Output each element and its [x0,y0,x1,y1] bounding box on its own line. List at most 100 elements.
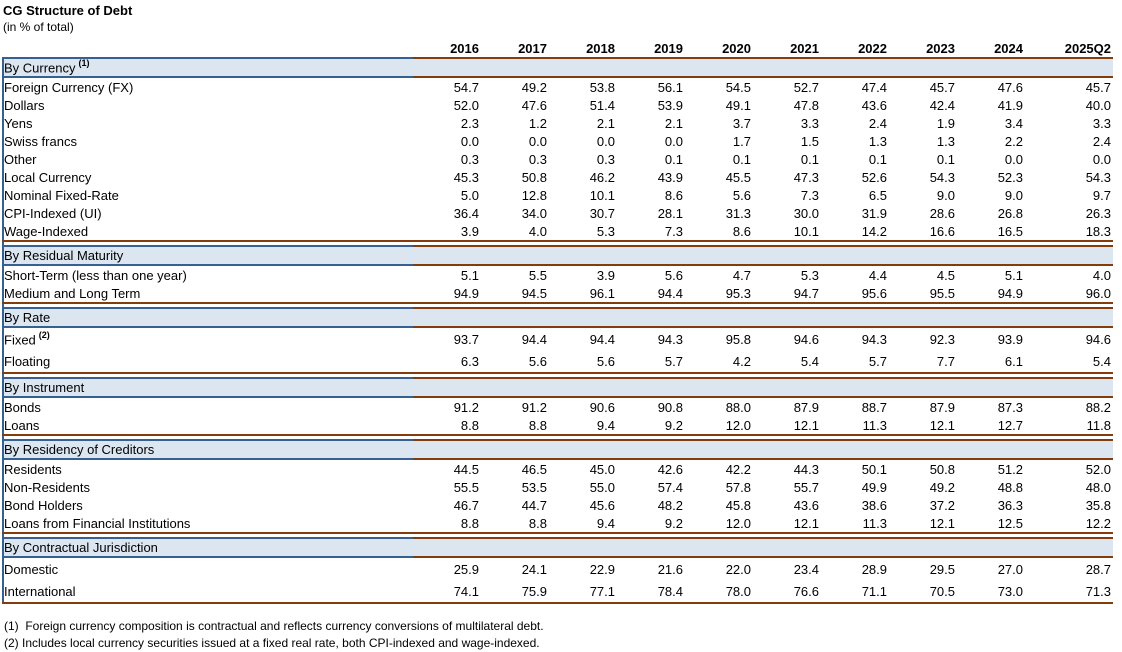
value-cell: 5.5 [528,267,547,283]
value-cell: 12.2 [1025,514,1113,534]
value-cell: 1.2 [528,115,547,131]
table-row: Nominal Fixed-Rate 5.0 12.8 10.1 8.6 5.6 7.3 6.… [2,186,1113,204]
value-cell: 26.8 [997,205,1023,221]
section-header-fill-cell [481,439,549,460]
value-cell: 0.3 [528,151,547,167]
value-cell: 41.9 [997,97,1023,113]
value-cell: 11.3 [821,514,889,534]
spacer-cell [2,533,413,538]
row-label: Medium and Long Term [2,284,413,304]
section-header-fill-cell [957,245,1025,266]
spacer-cell [2,373,413,378]
value-cell: 25.9 [453,561,479,577]
value-cell: 7.3 [800,187,819,203]
row-label: Domestic [2,557,413,580]
value-cell: 27.0 [997,561,1023,577]
row-label-text: Non-Residents [4,479,90,495]
section-header-fill-cell [821,537,889,558]
value-cell: 2.4 [868,115,887,131]
value-cell: 24.1 [521,561,547,577]
page-subtitle: (in % of total) [3,20,74,34]
footnote-marker: (2) [38,329,50,340]
value-cell: 74.1 [413,580,481,604]
section-header-row: By Rate [2,307,1113,328]
value-cell: 45.7 [1085,79,1111,95]
value-cell: 2.1 [664,115,683,131]
value-cell: 28.6 [929,205,955,221]
section-header-fill-cell [821,57,889,78]
table-row: Local Currency 45.3 50.8 46.2 43.9 45.5 47.3 52… [2,168,1113,186]
value-cell: 88.0 [725,399,751,415]
section-header: By Rate [2,307,413,328]
value-cell: 51.4 [589,97,615,113]
value-cell: 54.5 [725,79,751,95]
value-cell: 10.1 [753,222,821,242]
value-cell: 73.0 [957,580,1025,604]
value-cell: 95.8 [725,331,751,347]
section-header-fill-cell [617,377,685,398]
spacer-cell [2,241,413,246]
value-cell: 14.2 [821,222,889,242]
value-cell: 5.6 [732,187,751,203]
value-cell: 95.3 [685,284,753,304]
value-cell: 10.1 [589,187,615,203]
section-header-fill-cell [821,307,889,328]
section-header-fill-cell [889,377,957,398]
section-spacer-row [2,303,1113,308]
value-cell: 16.6 [889,222,957,242]
value-cell: 45.8 [725,497,751,513]
row-label-text: Foreign Currency (FX) [4,79,134,95]
value-cell: 22.0 [725,561,751,577]
value-cell: 1.9 [936,115,955,131]
value-cell: 7.7 [889,350,957,374]
value-cell: 87.9 [793,399,819,415]
section-header-fill-cell [549,307,617,328]
section-header-fill-cell [1025,439,1113,460]
section-header: By Currency (1) [2,57,413,78]
value-cell: 75.9 [481,580,549,604]
table-row: Residents 44.5 46.5 45.0 42.6 42.2 44.3 50.1 50.… [2,459,1113,478]
section-header-fill-cell [481,537,549,558]
value-cell: 2.2 [1004,133,1023,149]
value-cell: 43.6 [793,497,819,513]
section-header-fill-cell [413,439,481,460]
row-label-text: Loans [4,417,40,433]
year-column-header: 2024 [957,39,1025,59]
value-cell: 96.0 [1025,284,1113,304]
value-cell: 0.0 [596,133,615,149]
value-cell: 78.0 [685,580,753,604]
spacer-cell [413,303,1113,308]
section-header-fill-cell [549,439,617,460]
value-cell: 4.7 [732,267,751,283]
row-label-text: Bonds [4,399,41,415]
footnote-marker: (1) [78,58,90,69]
section-spacer-row [2,241,1113,246]
value-cell: 53.8 [589,79,615,95]
value-cell: 54.3 [929,169,955,185]
row-label-text: Domestic [4,561,59,577]
value-cell: 57.8 [725,479,751,495]
value-cell: 46.7 [453,497,479,513]
value-cell: 12.1 [889,416,957,436]
section-header-row: By Contractual Jurisdiction [2,537,1113,558]
row-label: Bonds [2,397,413,416]
footnotes: (1) Foreign currency composition is cont… [4,618,1122,652]
table-row: Floating 6.3 5.6 5.6 5.7 4.2 5.4 5.7 7.7 6.1 5.4 [2,350,1113,374]
table-row: Bonds 91.2 91.2 90.6 90.8 88.0 87.9 88.7 87.9 87.… [2,397,1113,416]
value-cell: 11.3 [821,416,889,436]
value-cell: 0.1 [868,151,887,167]
row-label-text: Short-Term (less than one year) [4,267,187,283]
row-label-text: Local Currency [4,169,92,185]
value-cell: 48.2 [657,497,683,513]
debt-structure-table: 2016 2017 2018 2019 2020 2021 2022 2023 … [2,39,1113,604]
value-cell: 1.7 [732,133,751,149]
section-header-fill-cell [957,307,1025,328]
value-cell: 50.8 [521,169,547,185]
row-label: Residents [2,459,413,478]
value-cell: 91.2 [521,399,547,415]
value-cell: 5.6 [481,350,549,374]
row-label: Bond Holders [2,496,413,514]
value-cell: 53.5 [521,479,547,495]
value-cell: 49.1 [725,97,751,113]
section-header-fill-cell [413,537,481,558]
